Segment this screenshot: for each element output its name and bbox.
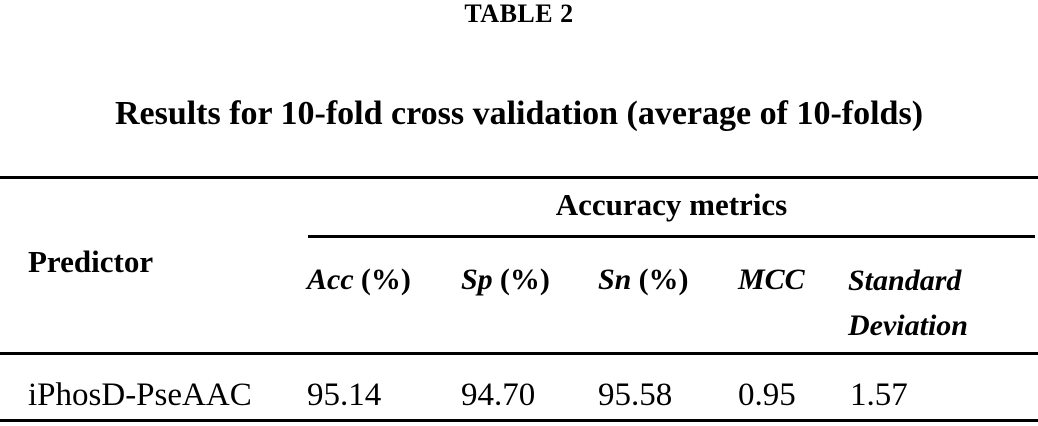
column-header-acc-unit: (%) (360, 263, 411, 296)
column-header-sn-label: Sn (598, 263, 632, 296)
column-group-header-accuracy-metrics: Accuracy metrics (555, 187, 788, 222)
row-acc-value: 95.14 (307, 377, 382, 413)
column-header-acc: Acc (%) (307, 263, 411, 297)
table-top-rule (0, 176, 1038, 179)
row-predictor-name: iPhosD-PseAAC (28, 377, 252, 413)
table-caption: Results for 10-fold cross validation (av… (114, 95, 924, 132)
column-header-acc-label: Acc (307, 263, 354, 296)
column-header-mcc: MCC (738, 263, 805, 297)
column-header-mcc-label: MCC (738, 263, 805, 296)
column-header-sp-label: Sp (461, 263, 493, 296)
column-header-sp-unit: (%) (499, 263, 550, 296)
column-header-standard-deviation: Standard Deviation (848, 258, 1033, 348)
table-bottom-rule (0, 419, 1038, 422)
column-header-sn-unit: (%) (638, 263, 689, 296)
column-header-sn: Sn (%) (598, 263, 689, 297)
table-number-title: TABLE 2 (464, 0, 574, 28)
row-sp-value: 94.70 (461, 377, 536, 413)
header-body-separator-rule (0, 352, 1038, 355)
column-header-standard-deviation-label: Standard Deviation (848, 264, 968, 342)
group-header-underline-rule (308, 235, 1035, 238)
row-sn-value: 95.58 (598, 377, 673, 413)
column-header-sp: Sp (%) (461, 263, 550, 297)
row-standard-deviation-value: 1.57 (850, 377, 908, 413)
column-header-predictor: Predictor (28, 244, 154, 279)
row-mcc-value: 0.95 (738, 377, 796, 413)
